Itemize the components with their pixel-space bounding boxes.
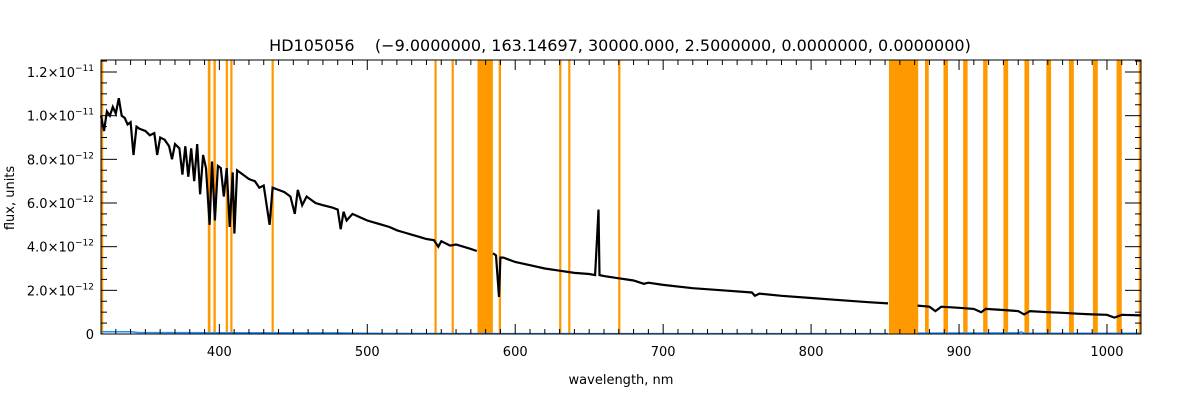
masked-band [1024, 60, 1030, 334]
y-tick-label: 1.0×10−11 [27, 108, 94, 125]
masked-band [618, 60, 621, 334]
masked-band [207, 60, 211, 334]
y-tick-label: 0 [86, 328, 94, 343]
flux-line [917, 304, 1142, 319]
masked-band [888, 60, 919, 334]
y-tick-label: 6.0×10−12 [27, 195, 94, 212]
y-tick-label: 8.0×10−12 [27, 151, 94, 168]
masked-band [1092, 60, 1098, 334]
x-tick-label: 400 [207, 345, 232, 360]
masked-band [1003, 60, 1009, 334]
plot-frame [100, 59, 1142, 335]
x-tick-label: 1000 [1090, 345, 1123, 360]
x-tick-label: 900 [947, 345, 972, 360]
x-axis-label: wavelength, nm [569, 373, 674, 388]
masked-band [1116, 60, 1122, 334]
masked-band [559, 60, 562, 334]
y-tick-label: 2.0×10−12 [27, 282, 94, 299]
x-tick-label: 500 [355, 345, 380, 360]
masked-band [498, 60, 502, 334]
y-tick-label: 4.0×10−12 [27, 239, 94, 256]
masked-band [943, 60, 948, 334]
masked-band [1138, 60, 1141, 334]
masked-band [434, 60, 437, 334]
chart-title: HD105056 (−9.0000000, 163.14697, 30000.0… [269, 36, 971, 55]
y-tick-label: 1.2×10−11 [27, 64, 94, 81]
masked-band [568, 60, 571, 334]
masked-band [101, 60, 104, 334]
masked-band [925, 60, 929, 334]
masked-band [1046, 60, 1052, 334]
error-line [917, 331, 1142, 335]
y-axis-label: flux, units [3, 166, 18, 231]
masked-band [477, 60, 493, 334]
masked-band [1068, 60, 1074, 334]
x-tick-label: 800 [799, 345, 824, 360]
flux-line [492, 209, 889, 305]
axes: 400 500 600 700 800 900 1000 0 2.0×10−12 4.0×10−1… [27, 59, 1142, 360]
flux-line [99, 97, 478, 253]
x-tick-label: 700 [651, 345, 676, 360]
masked-band [451, 60, 454, 334]
masked-band [963, 60, 968, 334]
masked-bands [101, 60, 1141, 334]
x-tick-label: 600 [503, 345, 528, 360]
masked-band [983, 60, 988, 334]
masked-band [225, 60, 228, 334]
